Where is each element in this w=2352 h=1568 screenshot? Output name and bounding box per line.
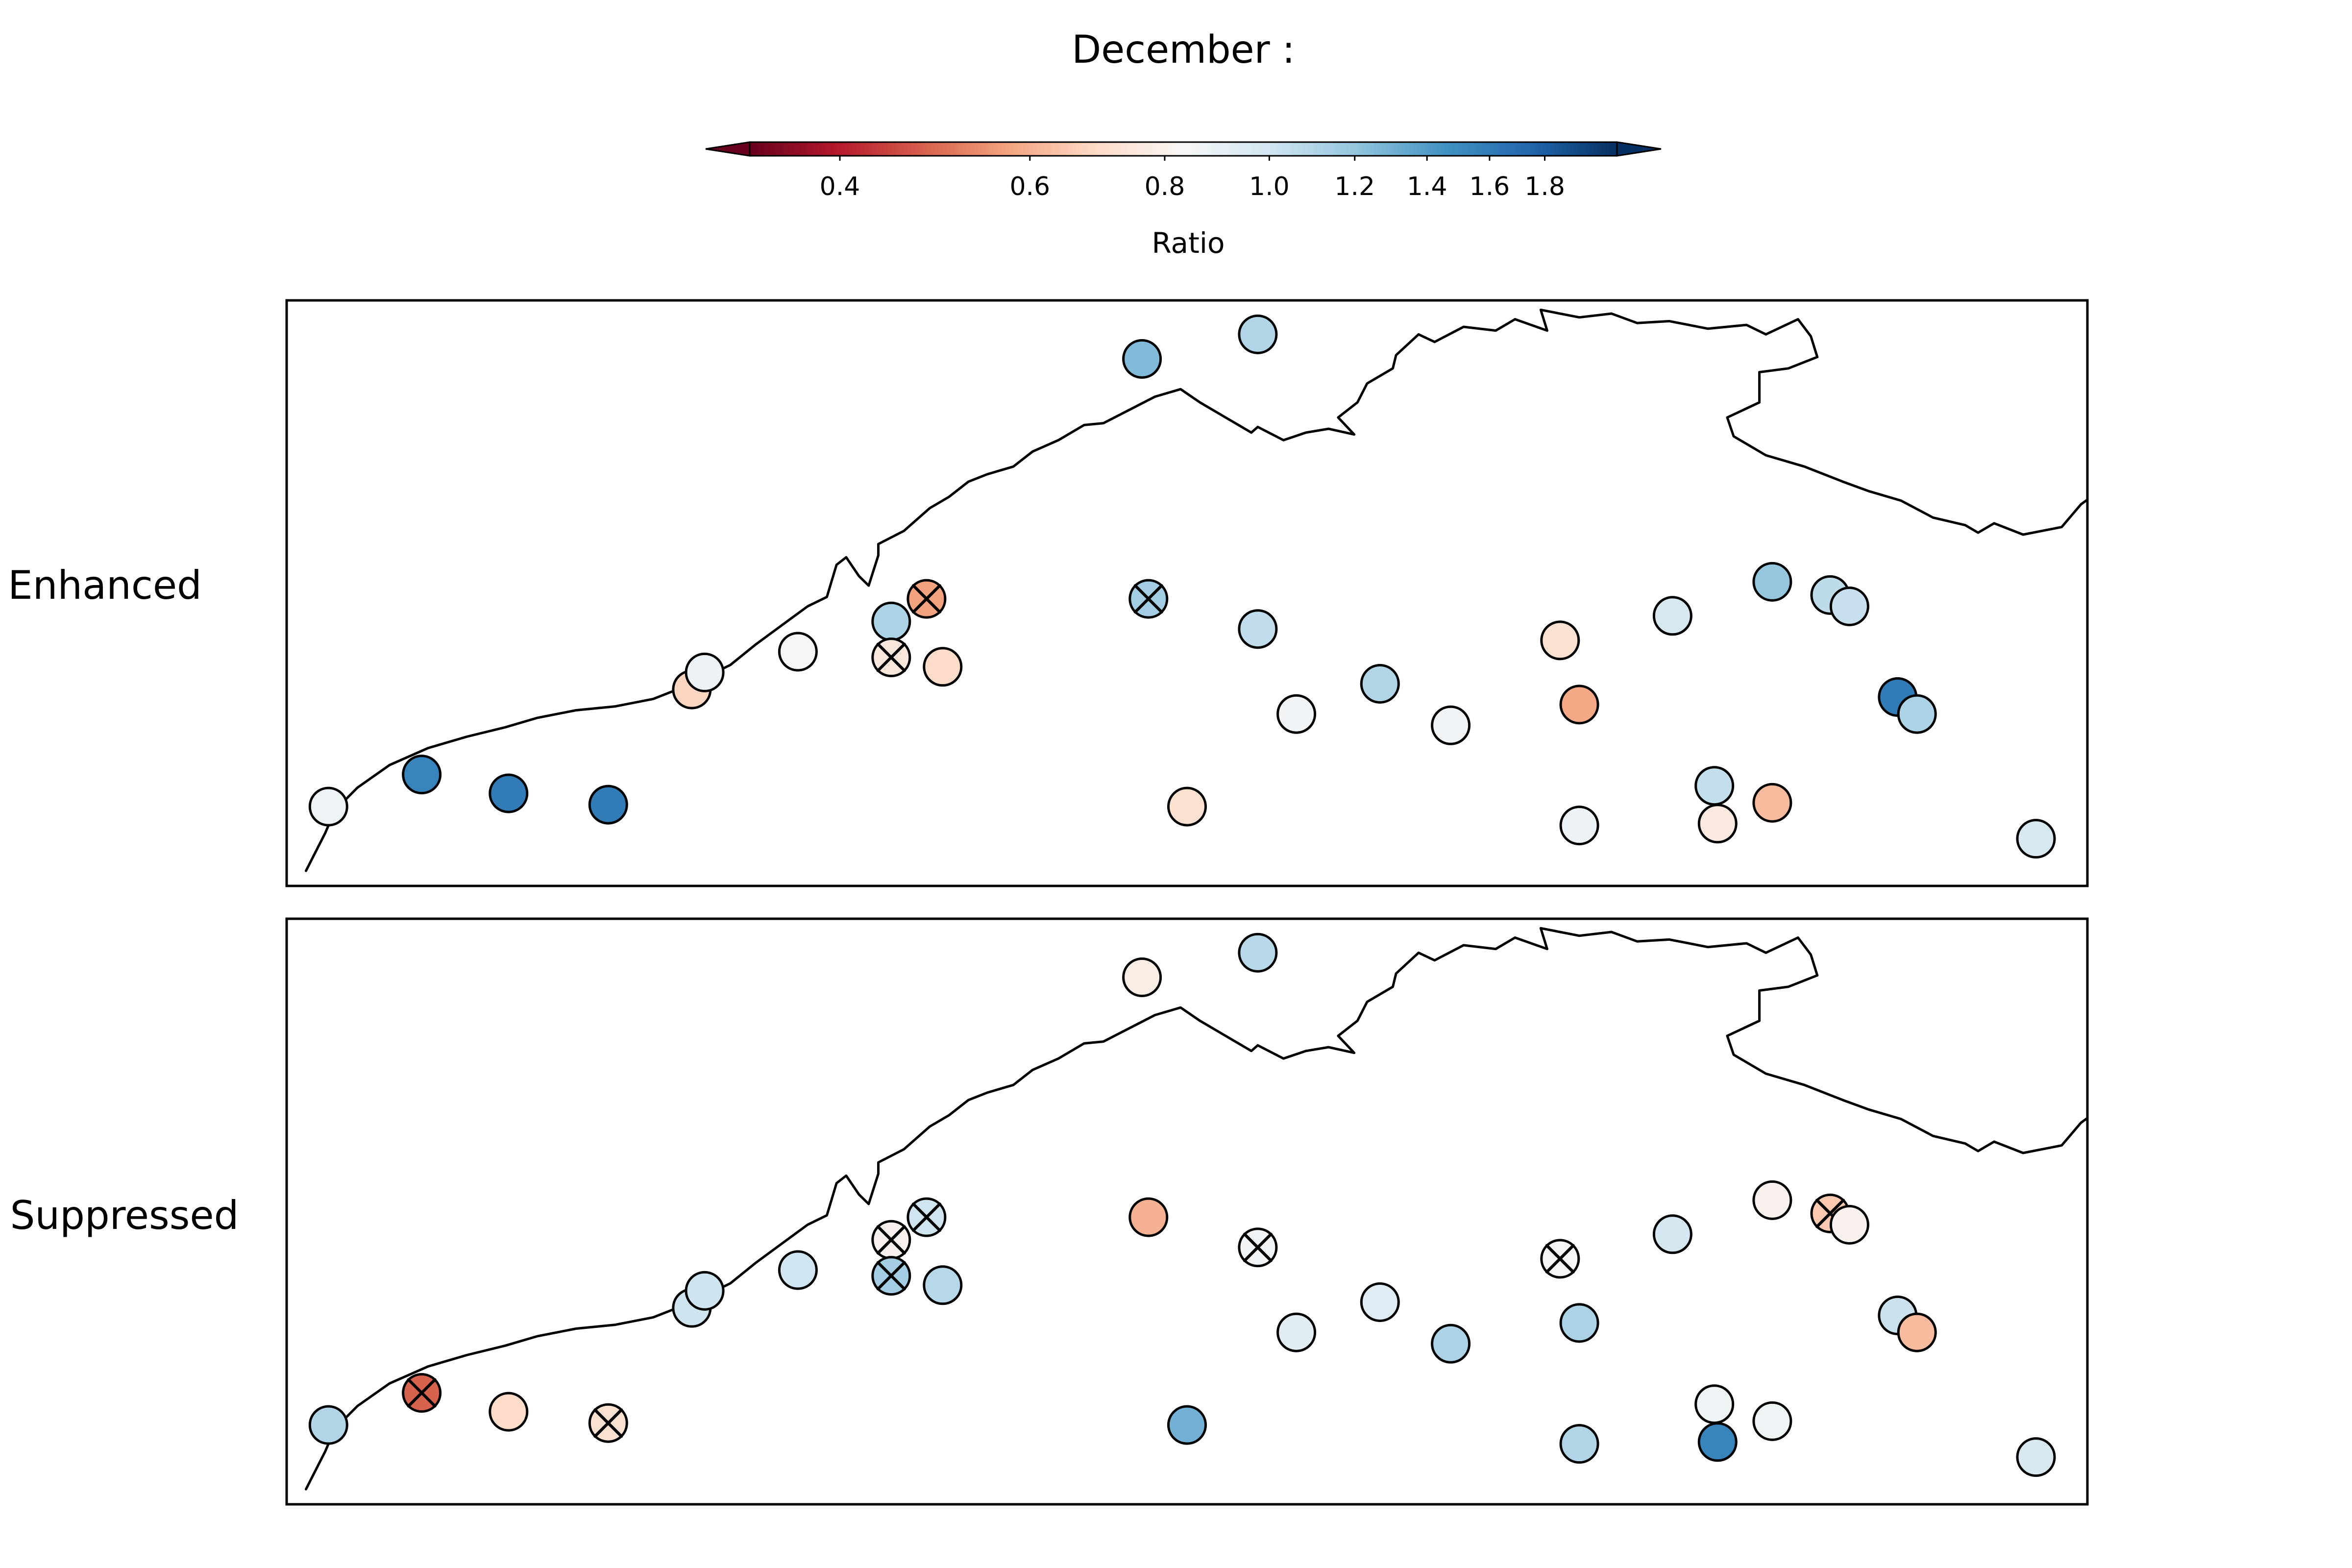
significance-cross	[876, 1261, 906, 1291]
significance-cross	[1133, 584, 1163, 614]
station-marker	[1122, 339, 1162, 379]
station-marker	[685, 652, 725, 692]
station-marker	[2016, 1437, 2056, 1477]
station-marker	[308, 786, 348, 827]
station-marker	[1360, 664, 1400, 704]
panel-enhanced: Enhanced	[8, 299, 2089, 887]
colorbar-ticks: 0.4 0.6 0.8 1.0 1.2 1.4 1.6 1.8	[820, 156, 1565, 201]
colorbar-tick-label: 0.6	[1009, 172, 1050, 201]
station-marker	[1694, 766, 1735, 806]
station-marker	[923, 1265, 963, 1305]
figure-title: December :	[1072, 28, 1295, 72]
station-marker	[1559, 1424, 1599, 1464]
colorbar-tick-label: 0.8	[1145, 172, 1185, 201]
station-marker	[1238, 932, 1278, 973]
station-marker	[1128, 1197, 1169, 1237]
coastline-suppressed	[304, 927, 2087, 1491]
station-marker	[402, 755, 442, 795]
station-marker	[489, 1392, 529, 1432]
station-marker	[1752, 1401, 1792, 1441]
station-marker	[1694, 1384, 1735, 1424]
significance-cross	[1243, 1232, 1273, 1262]
station-marker	[923, 647, 963, 687]
colorbar-tick-label: 1.6	[1470, 172, 1510, 201]
station-marker	[1559, 1303, 1599, 1343]
station-marker	[1829, 587, 1869, 626]
station-marker	[685, 1271, 725, 1311]
colorbar-body	[705, 141, 1662, 157]
significance-cross	[911, 1202, 941, 1232]
station-marker	[1897, 1312, 1937, 1352]
station-marker	[1897, 694, 1937, 734]
station-marker	[1167, 786, 1207, 827]
panel-frame-enhanced	[285, 299, 2089, 887]
station-marker	[778, 1250, 818, 1290]
significance-cross	[876, 642, 906, 672]
station-marker	[1652, 596, 1692, 636]
station-marker	[1559, 685, 1599, 725]
significance-cross	[407, 1378, 437, 1408]
significance-cross	[876, 1225, 906, 1255]
station-marker	[1697, 1422, 1738, 1462]
coastline-west-north	[304, 927, 2087, 1491]
colorbar-gradient	[749, 141, 1618, 157]
station-marker	[1431, 1323, 1471, 1364]
station-marker	[871, 601, 911, 641]
significance-cross	[1815, 1199, 1845, 1228]
station-marker	[308, 1405, 348, 1445]
coastline-west-north	[304, 308, 2087, 872]
stations-enhanced	[308, 314, 2056, 859]
station-marker	[1238, 609, 1278, 649]
station-marker	[489, 773, 529, 813]
colorbar-tick-label: 1.2	[1334, 172, 1375, 201]
colorbar-tick-label: 1.8	[1524, 172, 1565, 201]
colorbar-tick-label: 1.4	[1407, 172, 1447, 201]
panel-suppressed: Suppressed	[10, 917, 2089, 1506]
panel-label-suppressed: Suppressed	[10, 1193, 239, 1238]
significance-cross	[911, 584, 941, 614]
station-marker	[1540, 620, 1580, 661]
station-marker	[1697, 804, 1738, 844]
station-marker	[1431, 705, 1471, 745]
station-marker	[1276, 694, 1317, 734]
station-marker	[1752, 783, 1792, 823]
stations-suppressed	[308, 932, 2056, 1477]
coastline-enhanced	[304, 308, 2087, 872]
panel-label-enhanced: Enhanced	[8, 563, 202, 608]
station-marker	[1559, 806, 1599, 846]
station-marker	[1276, 1312, 1317, 1352]
colorbar-label: Ratio	[1152, 226, 1225, 260]
panel-frame-suppressed	[285, 917, 2089, 1506]
station-marker	[1752, 1180, 1792, 1220]
colorbar-tick-label: 0.4	[820, 172, 860, 201]
station-marker	[1752, 562, 1792, 602]
station-marker	[1360, 1282, 1400, 1322]
colorbar-tick-label: 1.0	[1249, 172, 1290, 201]
station-marker	[1829, 1205, 1869, 1245]
station-marker	[1167, 1405, 1207, 1445]
station-marker	[1122, 957, 1162, 997]
significance-cross	[1545, 1244, 1575, 1274]
colorbar: 0.4 0.6 0.8 1.0 1.2 1.4 1.6 1.8 Ratio	[705, 141, 1662, 260]
station-marker	[778, 632, 818, 672]
station-marker	[588, 784, 628, 825]
station-marker	[1652, 1214, 1692, 1254]
significance-cross	[593, 1408, 623, 1438]
station-marker	[2016, 819, 2056, 859]
station-marker	[1238, 314, 1278, 354]
